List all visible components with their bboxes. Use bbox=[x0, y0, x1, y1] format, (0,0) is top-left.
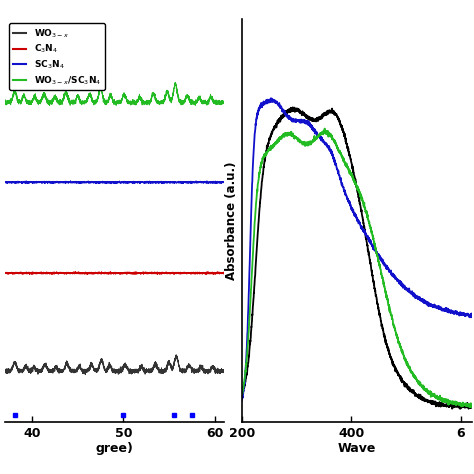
Legend: WO$_{3-x}$, C$_3$N$_4$, SC$_3$N$_4$, WO$_{3-x}$/SC$_3$N$_4$: WO$_{3-x}$, C$_3$N$_4$, SC$_3$N$_4$, WO$… bbox=[9, 24, 105, 90]
Y-axis label: Absorbance (a.u.): Absorbance (a.u.) bbox=[225, 161, 237, 280]
X-axis label: Wave: Wave bbox=[337, 443, 376, 456]
X-axis label: gree): gree) bbox=[95, 443, 133, 456]
